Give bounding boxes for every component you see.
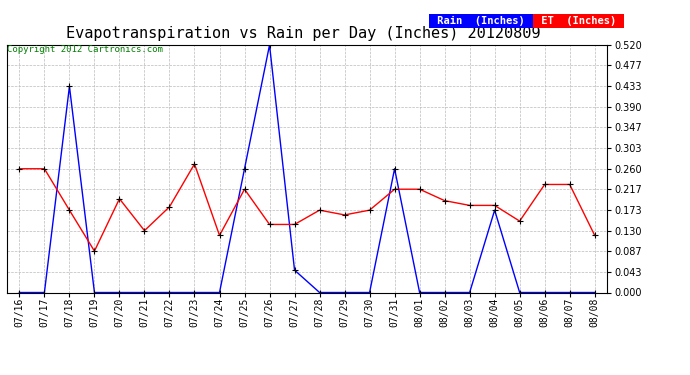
Text: Rain  (Inches): Rain (Inches) — [431, 16, 531, 26]
Text: Evapotranspiration vs Rain per Day (Inches) 20120809: Evapotranspiration vs Rain per Day (Inch… — [66, 26, 541, 41]
Text: ET  (Inches): ET (Inches) — [535, 16, 622, 26]
Text: Copyright 2012 Cartronics.com: Copyright 2012 Cartronics.com — [7, 45, 163, 54]
